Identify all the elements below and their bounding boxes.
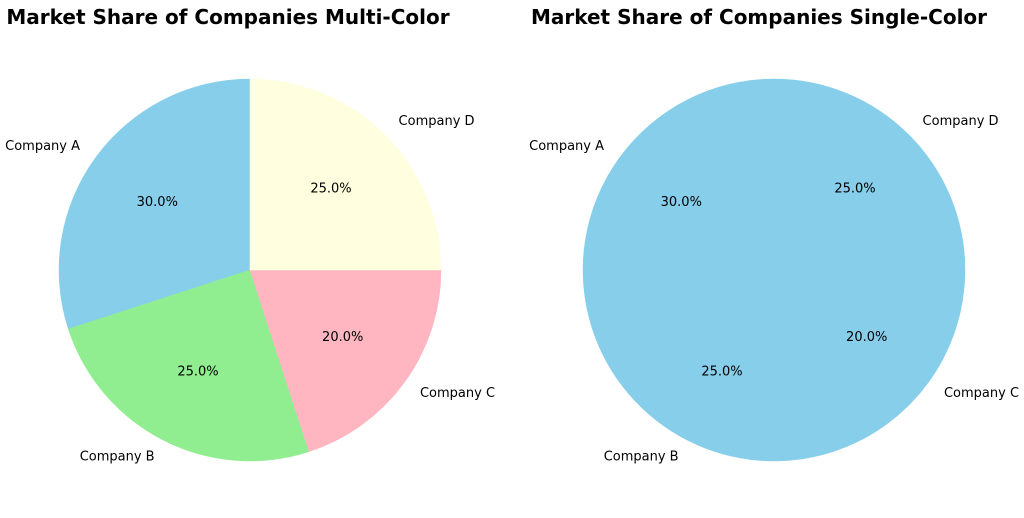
slice-label: Company A [5,139,80,154]
pie-slice-company-b [592,269,834,462]
percent-label: 25.0% [834,181,875,196]
pie-slice-company-b [68,269,310,462]
percent-label: 20.0% [846,330,887,345]
pie-chart-single-color: Market Share of Companies Single-Color C… [529,5,1019,465]
slice-label: Company C [420,386,495,401]
pie-labels: Company A 30.0% Company B 25.0% Company C 20.… [5,114,495,465]
percent-label: 25.0% [310,181,351,196]
slice-label: Company D [399,114,475,129]
pie-slice-company-a [58,78,251,330]
pie-slice-company-d [249,78,442,271]
slice-label: Company B [604,450,679,465]
slice-label: Company A [529,139,604,154]
slice-label: Company D [923,114,999,129]
pie-slices [582,78,966,462]
percent-label: 20.0% [322,330,363,345]
pie-labels: Company A 30.0% Company B 25.0% Company C 20.… [529,114,1019,465]
slice-label: Company B [80,450,155,465]
pie-slice-company-a [582,78,775,330]
slice-label: Company C [944,386,1019,401]
pie-slice-company-c [249,269,442,452]
chart-title: Market Share of Companies Multi-Color [6,5,449,29]
pie-slice-company-d [773,78,966,271]
pie-chart-multi-color: Market Share of Companies Multi-Color Co… [5,5,495,465]
percent-label: 30.0% [137,195,178,210]
percent-label: 25.0% [701,365,742,380]
chart-title: Market Share of Companies Single-Color [531,5,987,29]
pie-slice-company-c [773,269,966,452]
percent-label: 30.0% [661,195,702,210]
percent-label: 25.0% [177,365,218,380]
pie-slices [58,78,442,462]
